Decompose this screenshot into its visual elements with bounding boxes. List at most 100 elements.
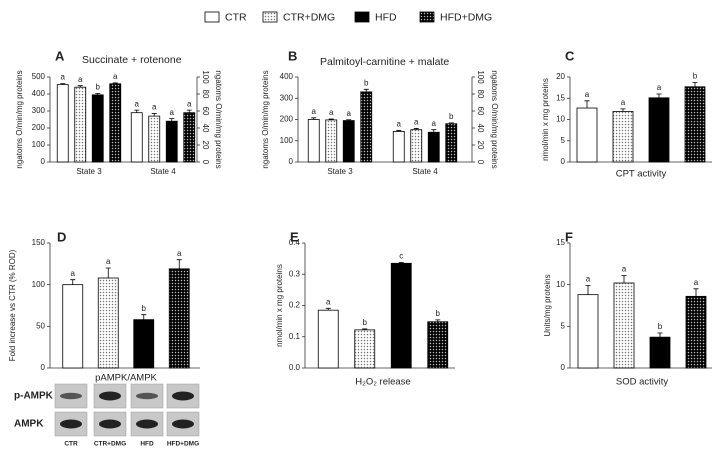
y2-tick-label: 60 (476, 107, 485, 116)
y-tick-label: 0 (289, 157, 294, 166)
bar (317, 309, 339, 369)
significance-letter: a (187, 99, 192, 108)
error-bar (363, 88, 369, 92)
error-bar (105, 267, 111, 278)
panel-label: E (290, 229, 299, 244)
error-bar (431, 129, 437, 133)
error-bar (398, 261, 404, 264)
error-bar (657, 332, 663, 338)
blot-lane-label: CTR+DMG (94, 441, 126, 448)
error-bar (413, 128, 419, 130)
y2-tick-label: 20 (476, 141, 485, 150)
error-bar (656, 93, 662, 98)
panel-label: B (288, 48, 297, 63)
bar (165, 120, 178, 163)
error-bar (325, 307, 331, 311)
y-tick-label: 10 (556, 280, 565, 289)
error-bar (328, 118, 334, 120)
error-bar (311, 117, 317, 120)
bar (130, 112, 143, 163)
blot-band (60, 419, 82, 429)
significance-letter: a (312, 107, 317, 116)
y-tick-label: 400 (32, 89, 46, 98)
significance-letter: b (363, 318, 368, 327)
x-axis-label: H₂O₂ release (355, 377, 410, 388)
significance-letter: b (449, 112, 454, 121)
y-axis-label: ngatoms O/min/mg proteins (15, 70, 24, 168)
blot-lane-label: HFD (140, 441, 154, 448)
x-axis-label: pAMPK/AMPK (95, 373, 157, 384)
bar (648, 97, 670, 163)
significance-letter: a (177, 249, 182, 258)
y-tick-label: 15 (556, 238, 565, 247)
y-tick-label: 0 (561, 363, 566, 372)
y2-tick-label: 20 (201, 141, 210, 150)
blot-row-label: p-AMPK (14, 391, 54, 402)
significance-letter: a (326, 297, 331, 306)
y-axis-label: Fold increase vs CTR (% ROD) (8, 249, 17, 361)
significance-letter: a (347, 109, 352, 118)
bar (612, 111, 634, 163)
blot-band (60, 392, 82, 400)
y-tick-label: 150 (32, 238, 46, 247)
significance-letter: a (135, 99, 140, 108)
significance-letter: a (113, 72, 118, 81)
legend-label: CTR+DMG (283, 11, 335, 23)
y-tick-label: 0.1 (289, 332, 301, 341)
legend-label: CTR (225, 11, 247, 23)
y-tick-label: 100 (32, 280, 46, 289)
bar (684, 86, 706, 163)
legend-swatch (204, 11, 220, 23)
blot-row-label: AMPK (14, 419, 44, 430)
y-tick-label: 0.2 (289, 301, 301, 310)
significance-letter: a (657, 83, 662, 92)
bar (649, 336, 671, 369)
bar (91, 94, 104, 163)
significance-letter: a (152, 103, 157, 112)
bar (325, 119, 338, 163)
blot-band (99, 391, 121, 401)
y2-tick-label: 60 (201, 107, 210, 116)
significance-letter: a (694, 278, 699, 287)
error-bar (134, 109, 140, 113)
error-bar (151, 113, 157, 117)
y2-tick-label: 80 (476, 90, 485, 99)
y-axis-label: nmol/min x mg proteins (541, 78, 550, 161)
error-bar (70, 279, 76, 285)
bar (109, 83, 122, 163)
y-tick-label: 10 (556, 115, 565, 124)
y-tick-label: 0 (41, 363, 46, 372)
y-tick-label: 5 (561, 321, 566, 330)
significance-letter: a (106, 257, 111, 266)
bar (133, 319, 155, 369)
significance-letter: b (96, 83, 101, 92)
significance-letter: a (432, 119, 437, 128)
y-tick-label: 0.4 (289, 238, 301, 247)
y2-tick-label: 0 (201, 160, 210, 165)
significance-letter: b (142, 304, 147, 313)
panel-label: A (55, 48, 65, 63)
legend-swatch (262, 11, 278, 23)
blot-band (136, 392, 158, 400)
bar (97, 277, 119, 369)
error-bar (169, 118, 175, 122)
legend-swatch (419, 11, 435, 23)
y-tick-label: 400 (280, 72, 294, 81)
bar (390, 262, 412, 369)
blot-lane-label: CTR (64, 441, 78, 448)
bar (613, 282, 635, 369)
bar (685, 295, 707, 369)
legend-label: HFD (375, 11, 397, 23)
y2-axis-label: ngatoms O/min/mg proteins (490, 70, 499, 168)
error-bar (60, 83, 66, 85)
bar (74, 86, 87, 163)
y2-tick-label: 40 (476, 124, 485, 133)
significance-letter: a (414, 118, 419, 127)
bar (62, 284, 84, 369)
y-tick-label: 200 (32, 123, 46, 132)
significance-letter: a (170, 108, 175, 117)
error-bar (112, 82, 118, 84)
y-tick-label: 50 (36, 321, 45, 330)
significance-letter: a (329, 108, 334, 117)
